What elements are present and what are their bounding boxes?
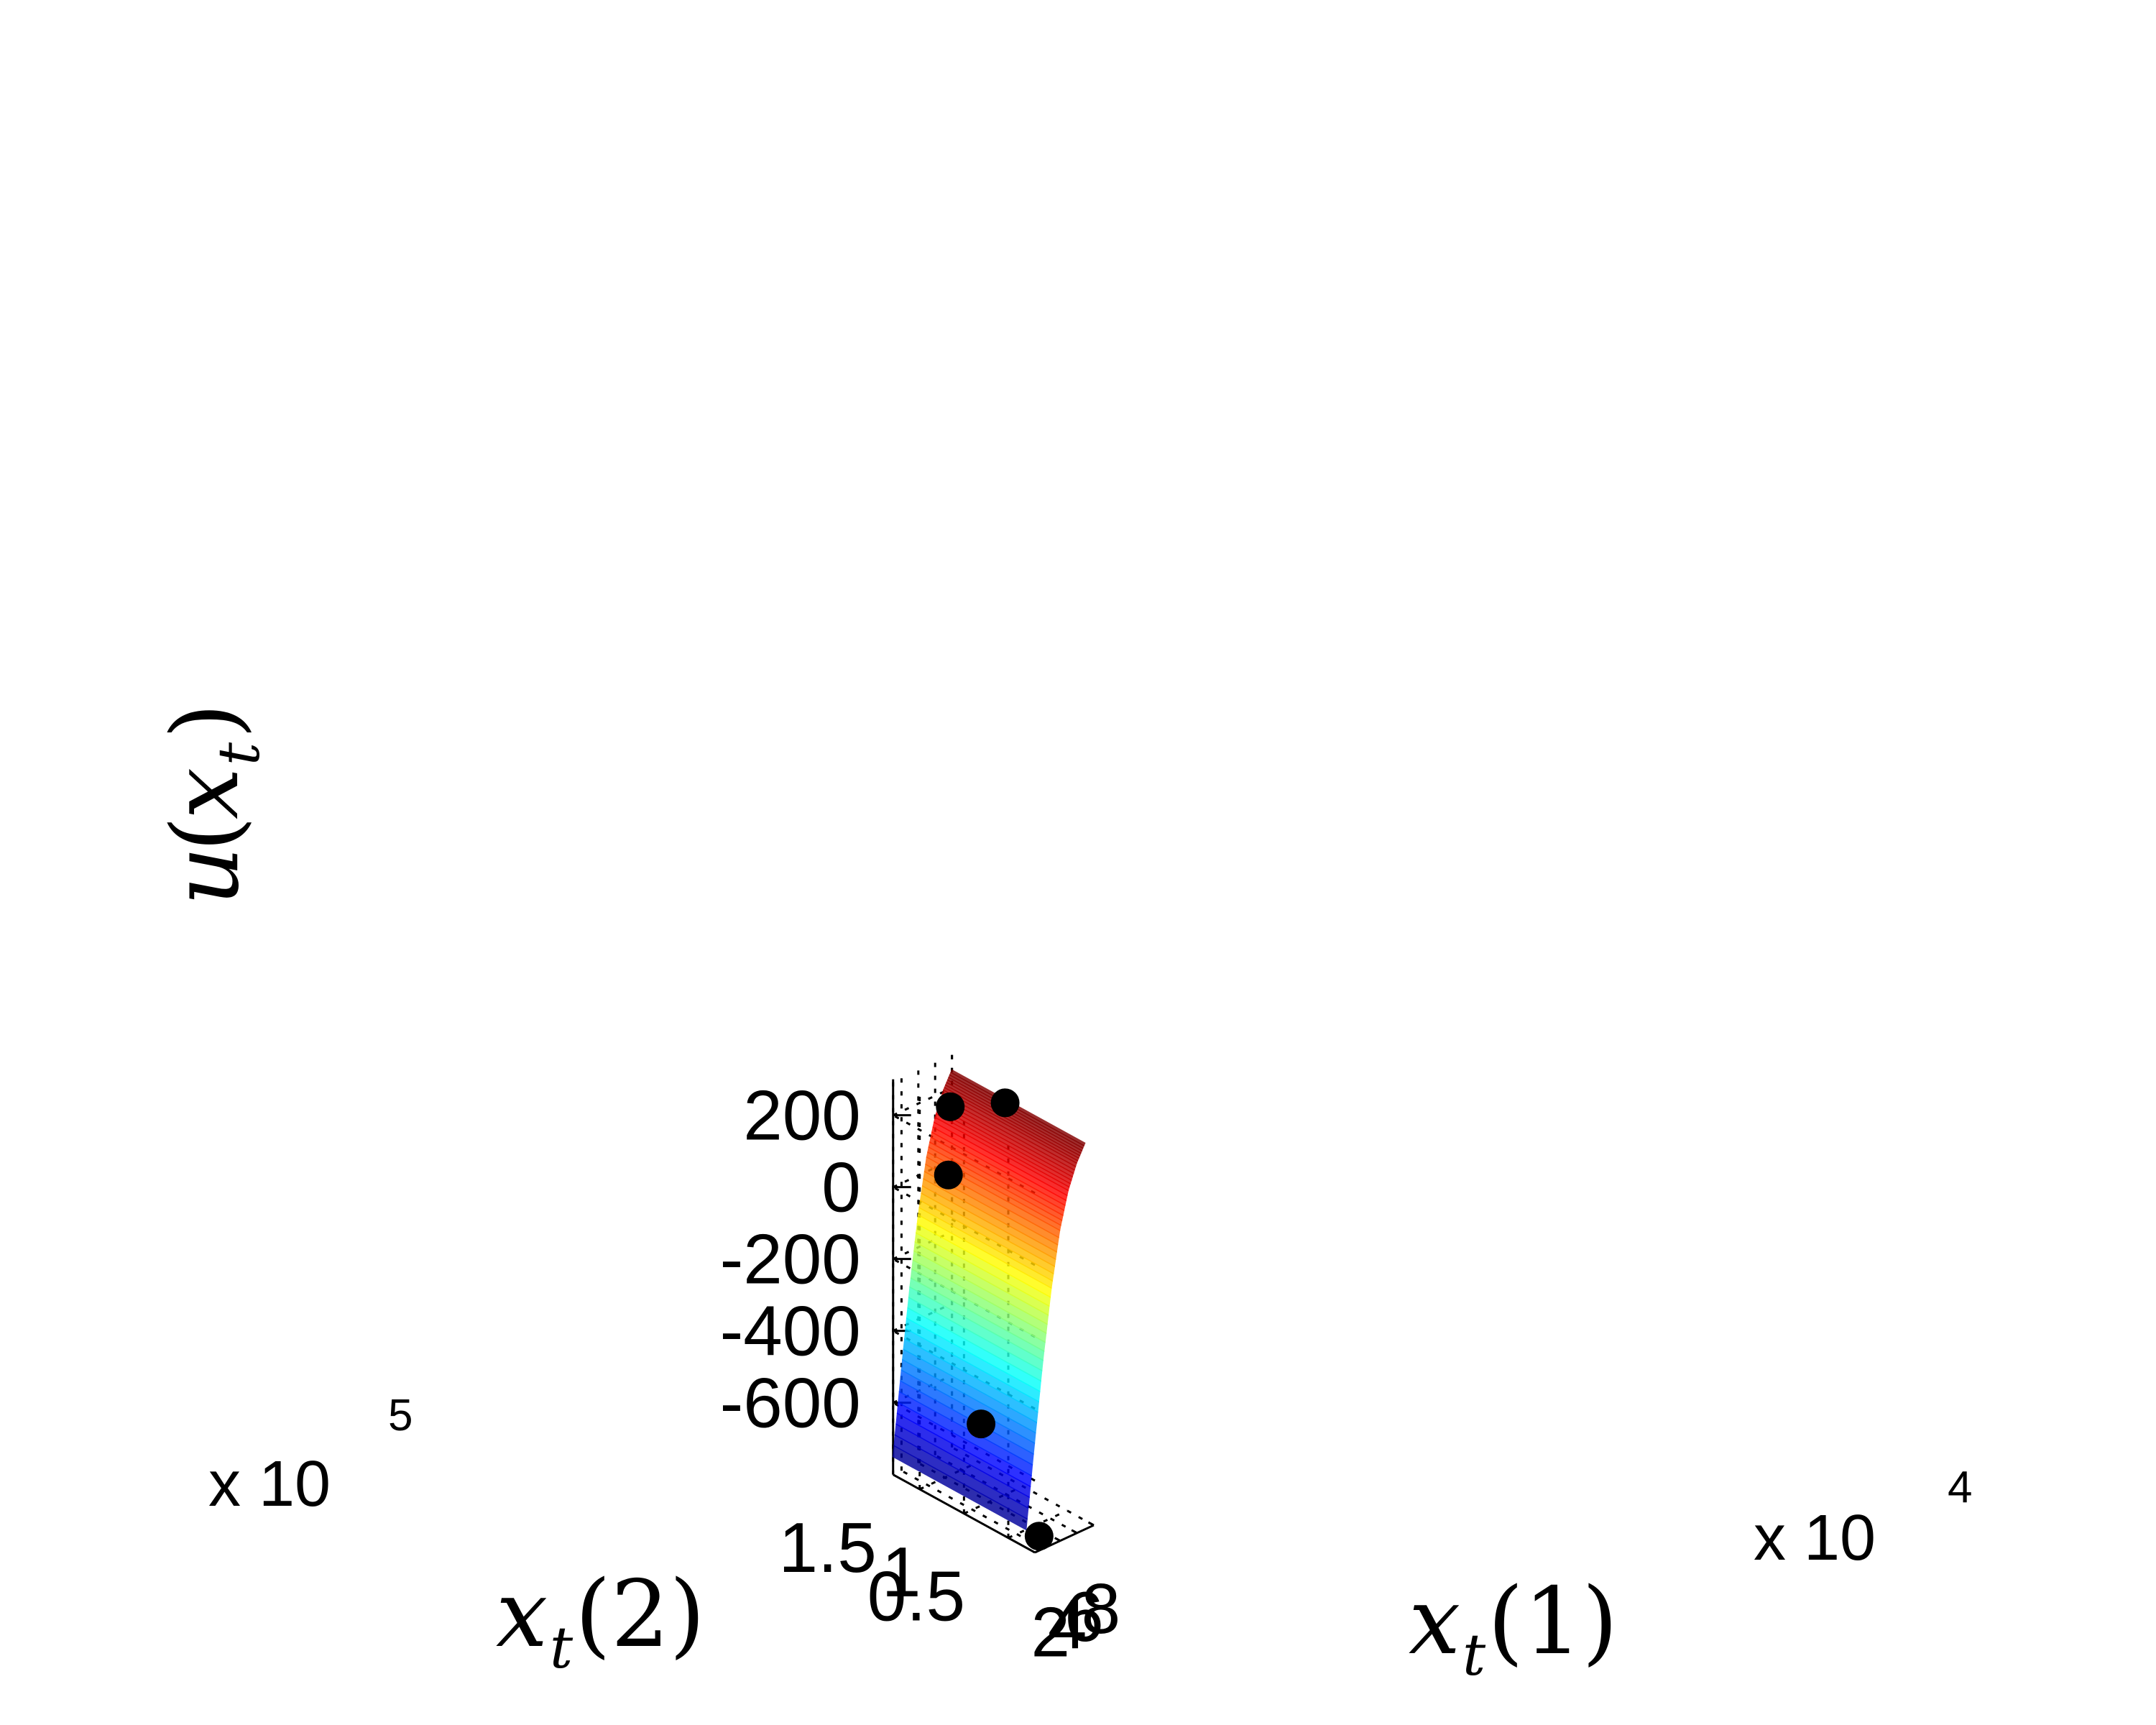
z-axis-title-var: x bbox=[152, 768, 259, 819]
x-axis-title-arg: (1) bbox=[1488, 1568, 1618, 1675]
grid-z-back bbox=[893, 1087, 953, 1117]
z-axis-title-sub: t bbox=[206, 742, 272, 765]
highlighted-point bbox=[990, 1088, 1020, 1118]
grid-y-floor bbox=[1008, 1509, 1068, 1540]
highlighted-point bbox=[967, 1409, 996, 1439]
z-axis-title-open: ( bbox=[152, 816, 259, 852]
z-tick-label: -200 bbox=[720, 1220, 861, 1299]
z-tick-label: -600 bbox=[720, 1363, 861, 1443]
z-tick-label: 200 bbox=[743, 1076, 861, 1155]
x-tick bbox=[1087, 1521, 1095, 1527]
x-tick-label: 2 bbox=[1031, 1593, 1070, 1672]
grid-x-floor bbox=[900, 1469, 1044, 1550]
y-axis-title-arg: (2) bbox=[575, 1561, 705, 1668]
y-axis-title: x t (2) bbox=[496, 1561, 705, 1681]
y-multiplier: x 10 5 bbox=[208, 1391, 413, 1520]
y-tick bbox=[1008, 1535, 1012, 1540]
x-tick-label: 8 bbox=[1082, 1569, 1121, 1648]
x-tick bbox=[1054, 1537, 1061, 1542]
data-points bbox=[934, 1088, 1054, 1551]
x-axis-title: x t (1) bbox=[1409, 1568, 1618, 1688]
x-axis-title-sub: t bbox=[1462, 1622, 1486, 1688]
z-axis-title-main: u bbox=[152, 847, 259, 906]
surface bbox=[892, 1069, 1086, 1531]
z-axis-title: u ( x t ) bbox=[152, 703, 272, 906]
x-tick-label: 4 bbox=[1048, 1585, 1087, 1664]
highlighted-point bbox=[1024, 1522, 1054, 1551]
y-axis-title-main: x bbox=[496, 1561, 548, 1668]
z-axis-title-close: ) bbox=[152, 703, 259, 739]
y-tick bbox=[963, 1511, 967, 1515]
x-multiplier-prefix: x 10 bbox=[1754, 1502, 1876, 1574]
y-axis-title-sub: t bbox=[550, 1614, 573, 1681]
x-tick bbox=[1071, 1529, 1078, 1535]
highlighted-point bbox=[934, 1160, 963, 1190]
x-tick-label: 6 bbox=[1064, 1577, 1104, 1656]
y-tick-label: 1.5 bbox=[778, 1508, 876, 1587]
y-multiplier-exponent: 5 bbox=[388, 1391, 413, 1440]
y-multiplier-prefix: x 10 bbox=[208, 1448, 331, 1520]
z-tick-label: -400 bbox=[720, 1292, 861, 1371]
z-tick-label: 0 bbox=[821, 1148, 861, 1227]
highlighted-point bbox=[936, 1092, 965, 1121]
x-axis-title-main: x bbox=[1409, 1568, 1460, 1675]
y-tick-label: 0.5 bbox=[867, 1557, 965, 1636]
y-tick-label: 1 bbox=[882, 1532, 921, 1611]
x-multiplier-exponent: 4 bbox=[1948, 1463, 1972, 1512]
y-tick bbox=[919, 1487, 923, 1491]
x-multiplier: x 10 4 bbox=[1754, 1463, 1972, 1574]
